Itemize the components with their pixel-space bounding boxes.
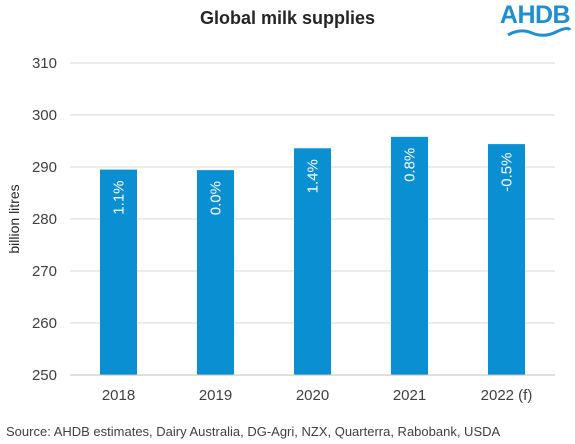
source-note: Source: AHDB estimates, Dairy Australia,… — [6, 424, 501, 439]
y-tick-label: 290 — [32, 159, 57, 176]
bar — [197, 170, 234, 375]
x-tick-label: 2019 — [199, 387, 232, 404]
x-tick-label: 2020 — [296, 387, 329, 404]
data-label: 0.0% — [208, 181, 225, 215]
logo-text: AHDB — [499, 1, 571, 29]
y-tick-label: 300 — [32, 107, 57, 124]
bar — [294, 148, 331, 375]
bars — [100, 136, 525, 375]
y-tick-label: 270 — [32, 263, 57, 280]
chart-title: Global milk supplies — [199, 8, 376, 28]
data-label: 0.8% — [402, 148, 419, 182]
logo-wave-icon — [507, 26, 572, 37]
y-axis-title: billion litres — [6, 184, 22, 253]
bar — [391, 136, 428, 375]
x-tick-label: 2022 (f) — [481, 387, 533, 404]
ahdb-logo: AHDB — [496, 0, 574, 42]
data-label: 1.4% — [305, 159, 322, 193]
y-tick-label: 260 — [32, 315, 57, 332]
bar — [488, 144, 525, 375]
data-label: 1.1% — [111, 180, 128, 214]
y-tick-label: 250 — [32, 367, 57, 384]
data-labels: 1.1% 0.0% 1.4% 0.8% -0.5% — [111, 148, 516, 215]
axes: 250 260 270 280 290 300 310 billion litres 2018 2… — [6, 55, 555, 404]
data-label: -0.5% — [499, 153, 516, 192]
y-tick-label: 280 — [32, 211, 57, 228]
y-tick-label: 310 — [32, 55, 57, 72]
x-tick-label: 2018 — [102, 387, 135, 404]
bar — [100, 169, 137, 375]
x-tick-label: 2021 — [393, 387, 426, 404]
